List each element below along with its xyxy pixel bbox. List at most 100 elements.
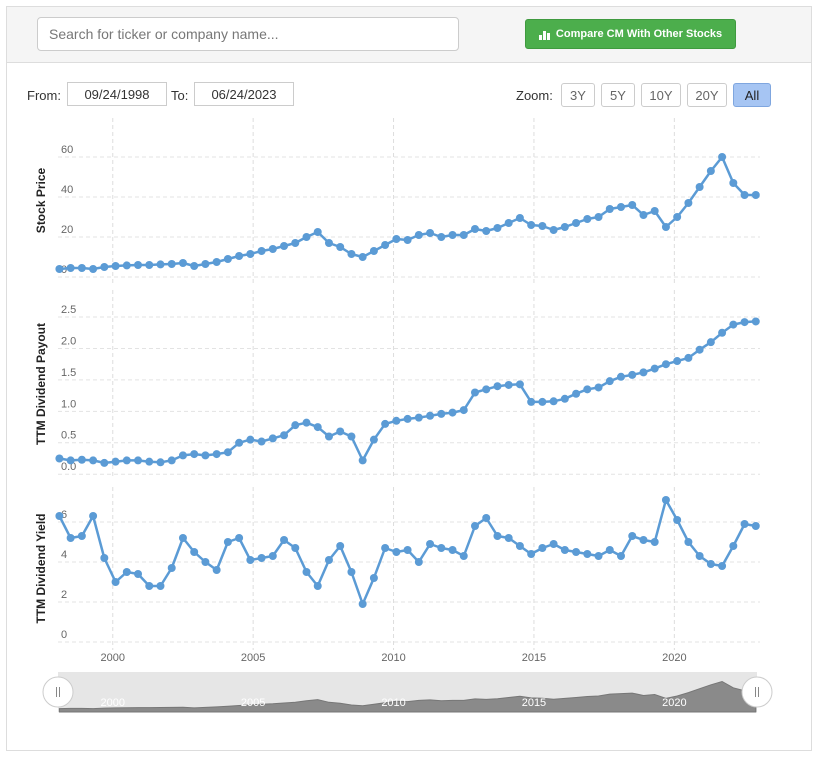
data-point: [549, 397, 558, 406]
compare-button-label: Compare CM With Other Stocks: [555, 28, 723, 40]
data-point: [392, 416, 401, 425]
data-point: [201, 558, 210, 566]
data-point: [201, 451, 210, 460]
data-point: [650, 207, 659, 215]
data-point: [111, 262, 120, 270]
y-tick-label: 6: [61, 509, 67, 521]
data-point: [268, 552, 277, 560]
data-point: [291, 421, 300, 430]
data-point: [617, 203, 626, 211]
data-point: [482, 385, 491, 394]
data-point: [302, 233, 311, 241]
data-point: [594, 383, 603, 392]
data-point: [527, 397, 536, 406]
zoom-button[interactable]: All: [733, 83, 771, 107]
data-point: [437, 233, 446, 241]
data-point: [414, 558, 423, 566]
data-point: [470, 225, 479, 233]
data-point: [336, 542, 345, 550]
data-point: [313, 423, 322, 432]
navigator-handle[interactable]: [42, 676, 74, 708]
data-point: [572, 389, 581, 398]
y-axis-title: Stock Price: [34, 167, 48, 233]
data-point: [482, 514, 491, 522]
data-point: [482, 227, 491, 235]
data-point: [594, 213, 603, 221]
data-point: [527, 221, 536, 229]
data-point: [628, 532, 637, 540]
data-point: [190, 548, 199, 556]
data-point: [369, 574, 378, 582]
data-point: [66, 534, 75, 542]
data-point: [740, 318, 749, 327]
data-point: [291, 239, 300, 247]
data-point: [560, 223, 569, 231]
y-tick-label: 4: [61, 549, 67, 561]
data-point: [493, 532, 502, 540]
data-point: [706, 167, 715, 175]
data-point: [89, 456, 98, 465]
y-tick-label: 0: [61, 264, 67, 276]
data-point: [77, 532, 86, 540]
y-tick-label: 0: [61, 629, 67, 641]
y-axis-title: TTM Dividend Payout: [34, 323, 48, 445]
data-point: [156, 458, 165, 467]
data-point: [538, 222, 547, 230]
search-input[interactable]: Search for ticker or company name...: [37, 17, 459, 51]
from-date[interactable]: 09/24/1998: [67, 82, 167, 106]
data-point: [381, 419, 390, 428]
data-point: [493, 224, 502, 232]
zoom-button[interactable]: 5Y: [601, 83, 635, 107]
data-point: [572, 219, 581, 227]
data-point: [134, 570, 143, 578]
y-tick-label: 40: [61, 184, 73, 196]
data-point: [324, 432, 333, 441]
navigator-label: 2005: [241, 697, 265, 709]
data-point: [426, 411, 435, 420]
y-tick-label: 0.5: [61, 430, 76, 442]
data-point: [403, 414, 412, 423]
y-tick-label: 1.5: [61, 367, 76, 379]
data-point: [134, 456, 143, 465]
to-date[interactable]: 06/24/2023: [194, 82, 294, 106]
zoom-button[interactable]: 20Y: [687, 83, 727, 107]
zoom-button[interactable]: 10Y: [641, 83, 681, 107]
zoom-button[interactable]: 3Y: [561, 83, 595, 107]
x-tick-label: 2015: [522, 652, 546, 664]
data-point: [89, 512, 98, 520]
data-point: [212, 258, 221, 266]
data-point: [122, 568, 131, 576]
y-tick-label: 0.0: [61, 461, 76, 473]
data-point: [178, 534, 187, 542]
data-point: [605, 546, 614, 554]
panel: [6, 6, 812, 751]
data-point: [684, 353, 693, 362]
data-point: [134, 261, 143, 269]
data-point: [650, 538, 659, 546]
data-point: [560, 546, 569, 554]
data-point: [212, 450, 221, 459]
navigator-handle[interactable]: [741, 676, 773, 708]
data-point: [156, 260, 165, 269]
data-point: [167, 260, 176, 268]
data-point: [751, 522, 760, 530]
data-point: [201, 260, 210, 268]
data-point: [145, 582, 154, 590]
data-point: [257, 437, 266, 446]
data-point: [414, 413, 423, 422]
data-point: [403, 236, 412, 244]
data-point: [661, 223, 670, 231]
data-point: [504, 534, 513, 542]
y-tick-label: 20: [61, 224, 73, 236]
data-point: [639, 536, 648, 544]
compare-button[interactable]: Compare CM With Other Stocks: [525, 19, 736, 49]
data-point: [426, 229, 435, 237]
data-point: [100, 458, 109, 467]
data-point: [77, 264, 86, 272]
data-point: [617, 372, 626, 381]
data-point: [729, 179, 738, 187]
data-point: [302, 568, 311, 576]
navigator-label: 2000: [101, 697, 125, 709]
data-point: [718, 328, 727, 337]
data-point: [437, 409, 446, 418]
